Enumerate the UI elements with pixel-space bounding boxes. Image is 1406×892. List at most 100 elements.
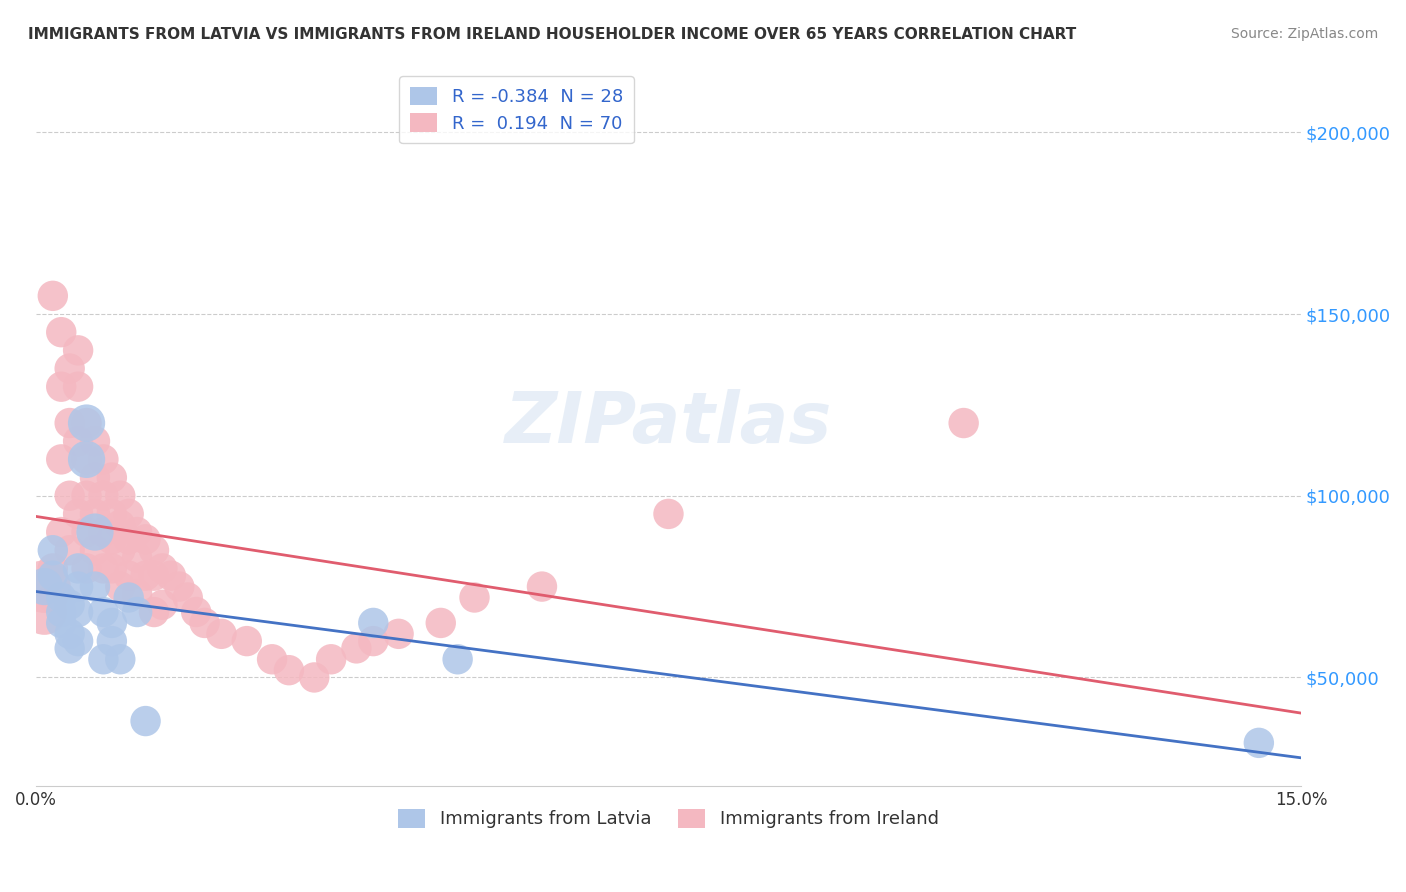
Point [101, 634, 124, 648]
Point [51, 615, 73, 630]
Point [101, 561, 124, 575]
Point [59, 361, 82, 376]
Point [67, 561, 90, 575]
Point [101, 507, 124, 521]
Point [93, 524, 115, 539]
Point [657, 507, 679, 521]
Point [127, 524, 149, 539]
Point [127, 550, 149, 565]
Point [42, 289, 65, 303]
Point [67, 343, 90, 358]
Point [110, 489, 132, 503]
Point [118, 507, 141, 521]
Point [118, 533, 141, 547]
Point [262, 652, 284, 666]
Point [76, 524, 98, 539]
Point [76, 452, 98, 467]
Point [304, 670, 326, 684]
Point [236, 634, 259, 648]
Point [346, 641, 368, 656]
Point [84, 434, 107, 449]
Point [160, 568, 183, 582]
Point [59, 543, 82, 558]
Point [51, 591, 73, 605]
Point [110, 543, 132, 558]
Point [76, 489, 98, 503]
Point [59, 489, 82, 503]
Point [361, 615, 384, 630]
Point [84, 580, 107, 594]
Point [93, 561, 115, 575]
Text: Source: ZipAtlas.com: Source: ZipAtlas.com [1230, 27, 1378, 41]
Point [34, 580, 56, 594]
Point [278, 663, 301, 677]
Point [42, 591, 65, 605]
Point [76, 416, 98, 430]
Point [76, 452, 98, 467]
Point [143, 605, 166, 619]
Point [387, 627, 409, 641]
Point [76, 416, 98, 430]
Point [59, 641, 82, 656]
Point [1247, 736, 1270, 750]
Point [59, 627, 82, 641]
Point [321, 652, 343, 666]
Point [110, 652, 132, 666]
Point [101, 533, 124, 547]
Point [127, 605, 149, 619]
Point [34, 605, 56, 619]
Point [84, 524, 107, 539]
Point [169, 580, 191, 594]
Point [135, 533, 157, 547]
Point [67, 605, 90, 619]
Point [135, 568, 157, 582]
Point [463, 591, 485, 605]
Point [84, 543, 107, 558]
Point [42, 543, 65, 558]
Point [59, 416, 82, 430]
Point [84, 470, 107, 484]
Point [177, 591, 200, 605]
Point [135, 714, 157, 728]
Point [530, 580, 553, 594]
Point [93, 652, 115, 666]
Point [110, 580, 132, 594]
Point [152, 598, 174, 612]
Point [118, 591, 141, 605]
Point [152, 561, 174, 575]
Point [186, 605, 208, 619]
Point [51, 452, 73, 467]
Point [952, 416, 974, 430]
Point [93, 452, 115, 467]
Point [143, 543, 166, 558]
Point [361, 634, 384, 648]
Point [67, 380, 90, 394]
Point [429, 615, 451, 630]
Point [67, 507, 90, 521]
Point [51, 325, 73, 339]
Point [51, 605, 73, 619]
Point [67, 634, 90, 648]
Text: IMMIGRANTS FROM LATVIA VS IMMIGRANTS FROM IRELAND HOUSEHOLDER INCOME OVER 65 YEA: IMMIGRANTS FROM LATVIA VS IMMIGRANTS FRO… [28, 27, 1077, 42]
Point [59, 598, 82, 612]
Point [67, 434, 90, 449]
Point [143, 568, 166, 582]
Point [51, 380, 73, 394]
Point [127, 587, 149, 601]
Point [42, 561, 65, 575]
Point [42, 568, 65, 582]
Point [446, 652, 468, 666]
Point [34, 580, 56, 594]
Point [194, 615, 217, 630]
Legend: Immigrants from Latvia, Immigrants from Ireland: Immigrants from Latvia, Immigrants from … [391, 802, 946, 836]
Point [101, 615, 124, 630]
Point [93, 489, 115, 503]
Point [67, 580, 90, 594]
Point [110, 517, 132, 532]
Point [76, 561, 98, 575]
Point [118, 568, 141, 582]
Text: ZIPatlas: ZIPatlas [505, 389, 832, 458]
Point [84, 507, 107, 521]
Point [211, 627, 233, 641]
Point [93, 605, 115, 619]
